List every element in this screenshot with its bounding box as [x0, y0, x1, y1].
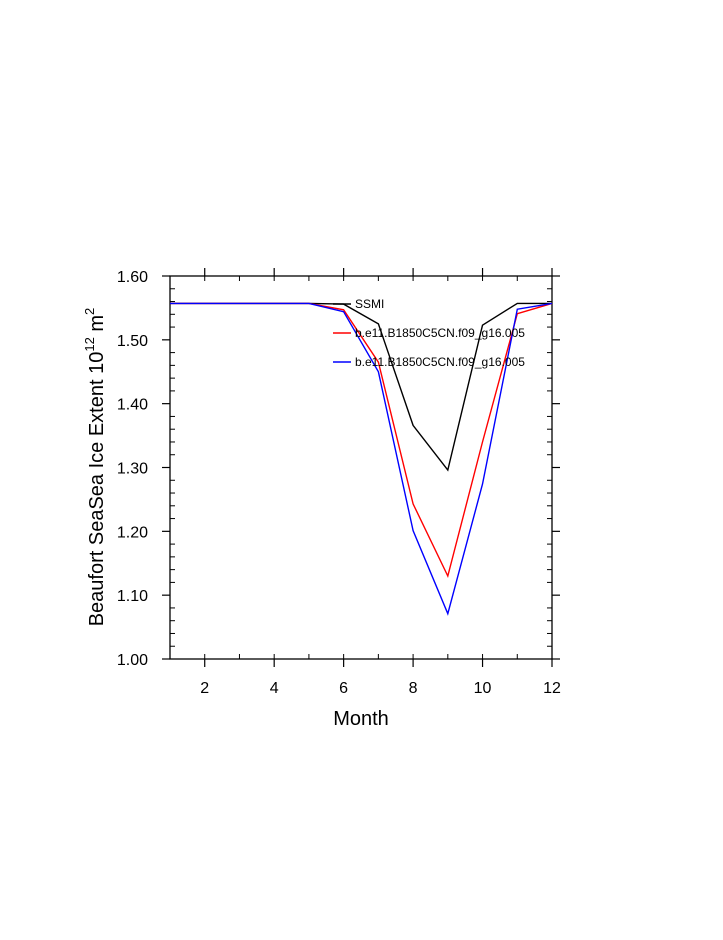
minor-ticks — [169, 276, 553, 659]
y-tick-label: 1.10 — [117, 588, 148, 605]
y-axis-label-unit-exponent: 2 — [82, 308, 97, 315]
x-tick-labels: 2 4 6 8 10 12 — [200, 680, 561, 697]
series-line-2 — [170, 302, 553, 579]
legend-label-3: b.e11.B1850C5CN.f09_g16.005 — [355, 355, 525, 369]
y-axis-label-exponent: 12 — [82, 337, 97, 351]
x-tick-label: 4 — [270, 680, 279, 697]
x-tick-label: 2 — [200, 680, 209, 697]
y-axis-label: Beaufort SeaSea Ice Extent 1012 m2 — [82, 308, 108, 627]
y-tick-labels: 1.00 1.10 1.20 1.30 1.40 1.50 1.60 — [117, 269, 148, 669]
x-axis-label: Month — [333, 708, 389, 730]
y-tick-label: 1.30 — [117, 461, 148, 478]
major-ticks — [162, 268, 560, 667]
y-tick-label: 1.50 — [117, 333, 148, 350]
series-line-3 — [170, 302, 553, 616]
legend: SSMI b.e11.B1850C5CN.f09_g16.005 b.e11.B18… — [333, 297, 525, 369]
legend-label-1: SSMI — [355, 297, 384, 311]
y-tick-label: 1.20 — [117, 524, 148, 541]
x-tick-label: 6 — [339, 680, 348, 697]
x-tick-label: 12 — [543, 680, 561, 697]
x-tick-label: 8 — [409, 680, 418, 697]
y-axis-label-main: Beaufort SeaSea Ice Extent 10 — [86, 352, 108, 627]
y-tick-label: 1.00 — [117, 652, 148, 669]
x-tick-label: 10 — [474, 680, 492, 697]
y-tick-label: 1.40 — [117, 397, 148, 414]
legend-label-2: b.e11.B1850C5CN.f09_g16.005 — [355, 326, 525, 340]
y-tick-label: 1.60 — [117, 269, 148, 286]
y-axis-label-unit: m — [86, 315, 108, 337]
series-lines — [170, 302, 553, 616]
